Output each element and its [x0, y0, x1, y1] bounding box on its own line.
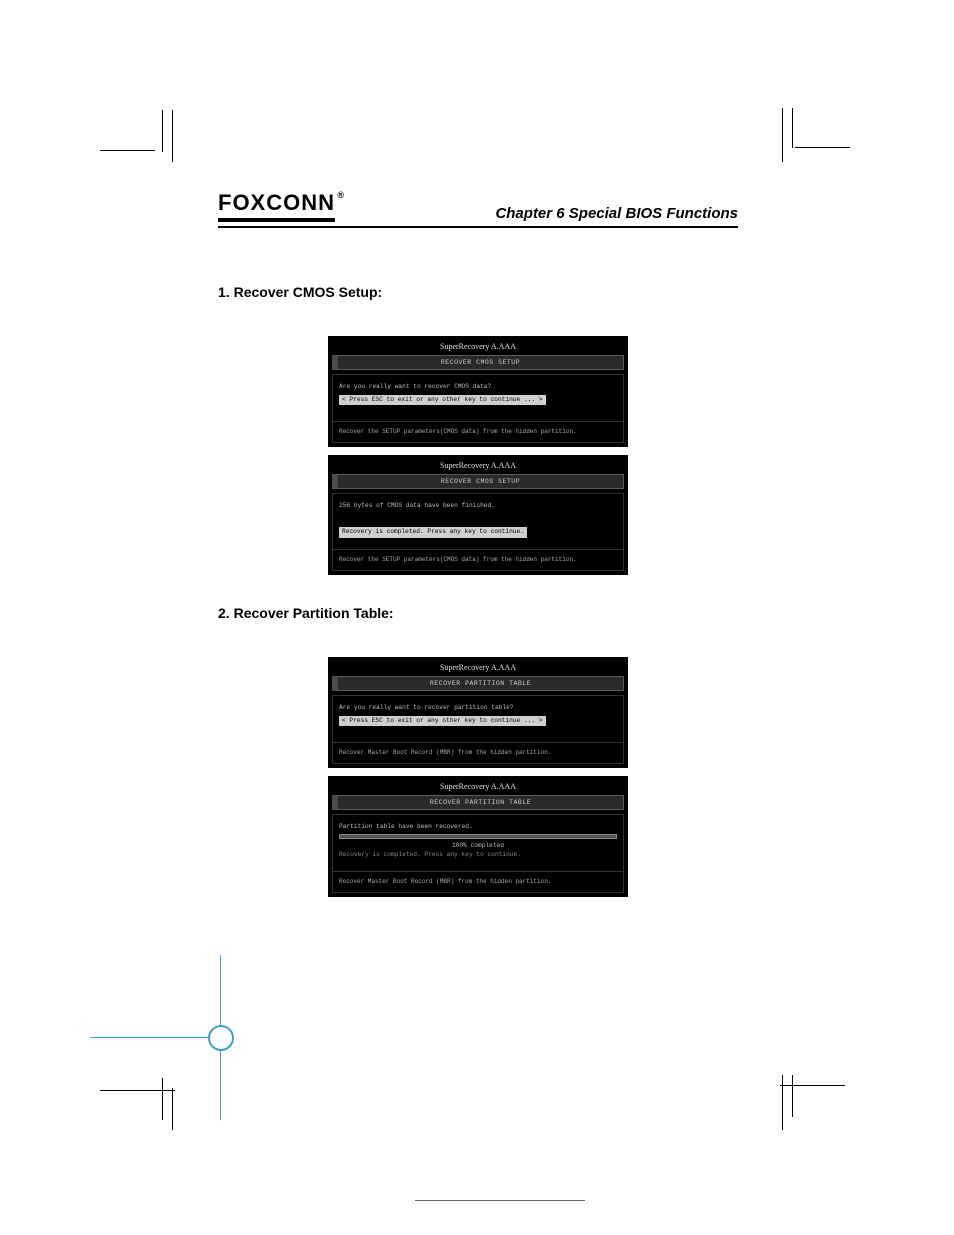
crop-mark — [792, 108, 793, 148]
registered-mark: ® — [337, 190, 345, 200]
bios-window-title: RECOVER PARTITION TABLE — [332, 795, 624, 810]
bios-prompt: < Press ESC to exit or any other key to … — [339, 395, 546, 406]
page-footer-rule — [415, 1200, 585, 1201]
bios-footer: Recover Master Boot Record (MBR) from th… — [332, 872, 624, 893]
bios-screenshot: SuperRecovery A.AAA RECOVER CMOS SETUP 2… — [328, 455, 628, 575]
section-number: 2. — [218, 605, 230, 621]
crop-mark — [100, 1090, 175, 1091]
bios-app-title: SuperRecovery A.AAA — [332, 342, 624, 351]
page-header: FOXCONN® Chapter 6 Special BIOS Function… — [218, 190, 738, 228]
bios-body: Partition table have been recovered. 100… — [332, 814, 624, 872]
crop-mark — [162, 1078, 163, 1120]
bios-text-line: Are you really want to recover partition… — [339, 704, 617, 713]
page-content: FOXCONN® Chapter 6 Special BIOS Function… — [218, 190, 738, 927]
crop-mark — [100, 150, 155, 151]
crop-mark — [782, 1075, 783, 1130]
registration-line — [90, 1037, 220, 1038]
crop-mark — [162, 110, 163, 152]
crop-mark — [795, 147, 850, 148]
bios-text-line: Partition table have been recovered. — [339, 823, 617, 832]
bios-screenshot: SuperRecovery A.AAA RECOVER PARTITION TA… — [328, 657, 628, 768]
bios-progress-bar — [339, 834, 617, 839]
bios-app-title: SuperRecovery A.AAA — [332, 782, 624, 791]
bios-text-line: 256 bytes of CMOS data have been finishe… — [339, 502, 617, 511]
logo-text: FOXCONN — [218, 190, 335, 215]
bios-screenshot: SuperRecovery A.AAA RECOVER PARTITION TA… — [328, 776, 628, 897]
bios-body: Are you really want to recover CMOS data… — [332, 374, 624, 422]
section-heading: 1. Recover CMOS Setup: — [218, 284, 738, 300]
bios-screenshot-group: SuperRecovery A.AAA RECOVER CMOS SETUP A… — [218, 336, 738, 575]
bios-window-title: RECOVER PARTITION TABLE — [332, 676, 624, 691]
crop-mark — [172, 110, 173, 162]
bios-prompt: < Press ESC to exit or any other key to … — [339, 716, 546, 727]
section-number: 1. — [218, 284, 230, 300]
bios-footer: Recover the SETUP parameters(CMOS data) … — [332, 550, 624, 571]
bios-footer: Recover Master Boot Record (MBR) from th… — [332, 743, 624, 764]
section-title-text: Recover CMOS Setup: — [234, 284, 383, 300]
bios-prompt: Recovery is completed. Press any key to … — [339, 851, 617, 860]
crop-mark — [172, 1088, 173, 1130]
bios-text-line: Are you really want to recover CMOS data… — [339, 383, 617, 392]
section-heading: 2. Recover Partition Table: — [218, 605, 738, 621]
crop-mark — [782, 108, 783, 162]
bios-progress-label: 100% completed — [339, 842, 617, 849]
bios-window-title: RECOVER CMOS SETUP — [332, 474, 624, 489]
chapter-heading: Chapter 6 Special BIOS Functions — [495, 205, 738, 222]
crop-mark — [792, 1075, 793, 1117]
bios-footer: Recover the SETUP parameters(CMOS data) … — [332, 422, 624, 443]
bios-app-title: SuperRecovery A.AAA — [332, 461, 624, 470]
bios-body: Are you really want to recover partition… — [332, 695, 624, 743]
bios-screenshot: SuperRecovery A.AAA RECOVER CMOS SETUP A… — [328, 336, 628, 447]
bios-app-title: SuperRecovery A.AAA — [332, 663, 624, 672]
bios-body: 256 bytes of CMOS data have been finishe… — [332, 493, 624, 550]
bios-window-title: RECOVER CMOS SETUP — [332, 355, 624, 370]
section-title-text: Recover Partition Table: — [234, 605, 394, 621]
crop-mark — [780, 1085, 845, 1086]
bios-screenshot-group: SuperRecovery A.AAA RECOVER PARTITION TA… — [218, 657, 738, 897]
brand-logo: FOXCONN® — [218, 190, 335, 222]
bios-prompt: Recovery is completed. Press any key to … — [339, 527, 527, 538]
registration-mark-icon — [208, 1025, 234, 1051]
